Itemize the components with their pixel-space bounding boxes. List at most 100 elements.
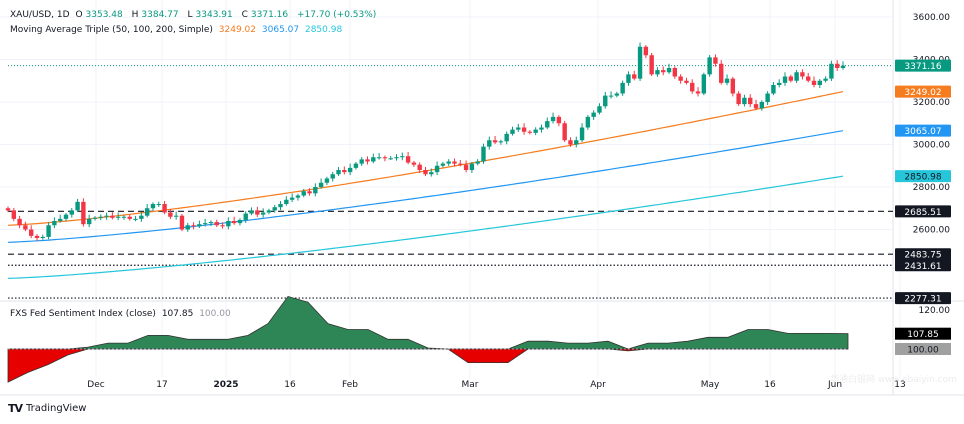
candle-body	[28, 229, 34, 236]
candle-body	[185, 225, 190, 230]
indicator-legend: FXS Fed Sentiment Index (close) 107.85 1…	[10, 309, 234, 319]
candle-body	[736, 93, 741, 105]
candle-body	[150, 204, 156, 209]
candle-body	[469, 163, 475, 170]
candle-body	[173, 215, 179, 217]
time-tick: Mar	[462, 380, 479, 390]
candle-body	[771, 85, 776, 94]
candle-body	[289, 197, 295, 200]
ma50-value: 3249.02	[218, 25, 257, 35]
candle-body	[690, 82, 695, 92]
candle-body	[835, 63, 840, 68]
candle-body	[92, 217, 98, 219]
price-label-text: 2277.31	[904, 295, 941, 305]
candle-body	[574, 140, 579, 145]
candle-body	[307, 191, 312, 194]
candle-body	[144, 208, 150, 216]
candle-body	[191, 225, 196, 227]
price-label-ma50: 3249.02	[895, 85, 951, 98]
indicator-value: 107.85	[161, 309, 194, 319]
price-label-text: 2685.51	[904, 208, 941, 218]
candle-body	[649, 55, 654, 75]
price-label-bg	[895, 170, 951, 183]
candle-body	[318, 182, 324, 187]
candle-body	[162, 204, 167, 213]
candle-body	[57, 218, 63, 221]
time-tick: 16	[284, 380, 296, 390]
ma-title: Moving Average Triple (50, 100, 200, Sim…	[10, 25, 213, 35]
candle-body	[759, 102, 765, 109]
candle-body	[121, 216, 127, 218]
candle-body	[17, 218, 22, 226]
high-value: H 3384.77	[131, 10, 179, 20]
candle-body	[127, 216, 132, 219]
candle-body	[237, 219, 243, 224]
candle-body	[562, 123, 567, 141]
indicator-baseline: 100.00	[199, 309, 231, 319]
candle-body	[777, 82, 782, 85]
sentiment-baseline-label: 100.00	[907, 346, 939, 356]
tradingview-logo-icon: TV	[8, 402, 23, 415]
candle-body	[226, 221, 231, 227]
candle-body	[75, 201, 80, 211]
candle-body	[603, 95, 608, 107]
candle-body	[347, 167, 353, 173]
time-tick: Feb	[342, 380, 358, 390]
candle-body	[713, 57, 718, 64]
candle-body	[823, 78, 828, 81]
candle-body	[655, 70, 660, 75]
candle-body	[800, 72, 805, 77]
price-label-bg	[895, 292, 951, 305]
time-tick: Apr	[590, 380, 606, 390]
candle-body	[521, 127, 527, 132]
candle-body	[539, 127, 544, 130]
candle-body	[684, 80, 689, 83]
time-tick: Dec	[87, 380, 104, 390]
candle-body	[86, 218, 92, 225]
candle-body	[115, 216, 121, 218]
candle-body	[98, 216, 103, 218]
candle-body	[313, 187, 318, 194]
candle-body	[585, 116, 591, 128]
price-tick: 2600.00	[913, 226, 950, 236]
candle-body	[353, 163, 359, 168]
candle-body	[463, 164, 469, 170]
price-legend: XAU/USD, 1D O 3353.48 H 3384.77 L 3343.91 C…	[10, 10, 379, 20]
time-tick: 16	[764, 380, 776, 390]
candle-body	[168, 212, 173, 217]
candle-body	[301, 191, 306, 196]
low-value: L 3343.91	[187, 10, 233, 20]
candle-body	[342, 170, 347, 173]
candle-body	[11, 210, 16, 219]
sentiment-value-bg	[895, 327, 951, 340]
candle-body	[359, 159, 364, 164]
candle-body	[405, 156, 411, 163]
candle-body	[748, 97, 753, 105]
ma100-value: 3065.07	[261, 25, 300, 35]
candle-body	[724, 78, 730, 83]
time-tick: 2025	[213, 380, 238, 390]
candle-body	[179, 215, 185, 230]
candle-body	[5, 208, 11, 211]
candle-body	[527, 131, 533, 133]
tradingview-wordmark: TradingView	[26, 403, 87, 414]
candle-body	[208, 222, 214, 224]
candle-body	[139, 215, 144, 219]
candle-body	[811, 80, 817, 85]
candle-body	[440, 163, 446, 166]
candle-body	[730, 78, 736, 94]
candle-body	[452, 161, 457, 164]
candle-body	[765, 93, 770, 102]
price-label-text: 3065.07	[904, 127, 941, 137]
candle-body	[632, 74, 637, 79]
candle-body	[295, 195, 301, 198]
candle-body	[417, 164, 422, 170]
candle-body	[429, 172, 434, 175]
candle-body	[608, 95, 614, 97]
candle-body	[197, 224, 202, 227]
price-tick: 2800.00	[913, 183, 950, 193]
candle-body	[69, 210, 74, 215]
candle-body	[156, 204, 161, 205]
tradingview-logo[interactable]: TV TradingView	[8, 402, 86, 415]
